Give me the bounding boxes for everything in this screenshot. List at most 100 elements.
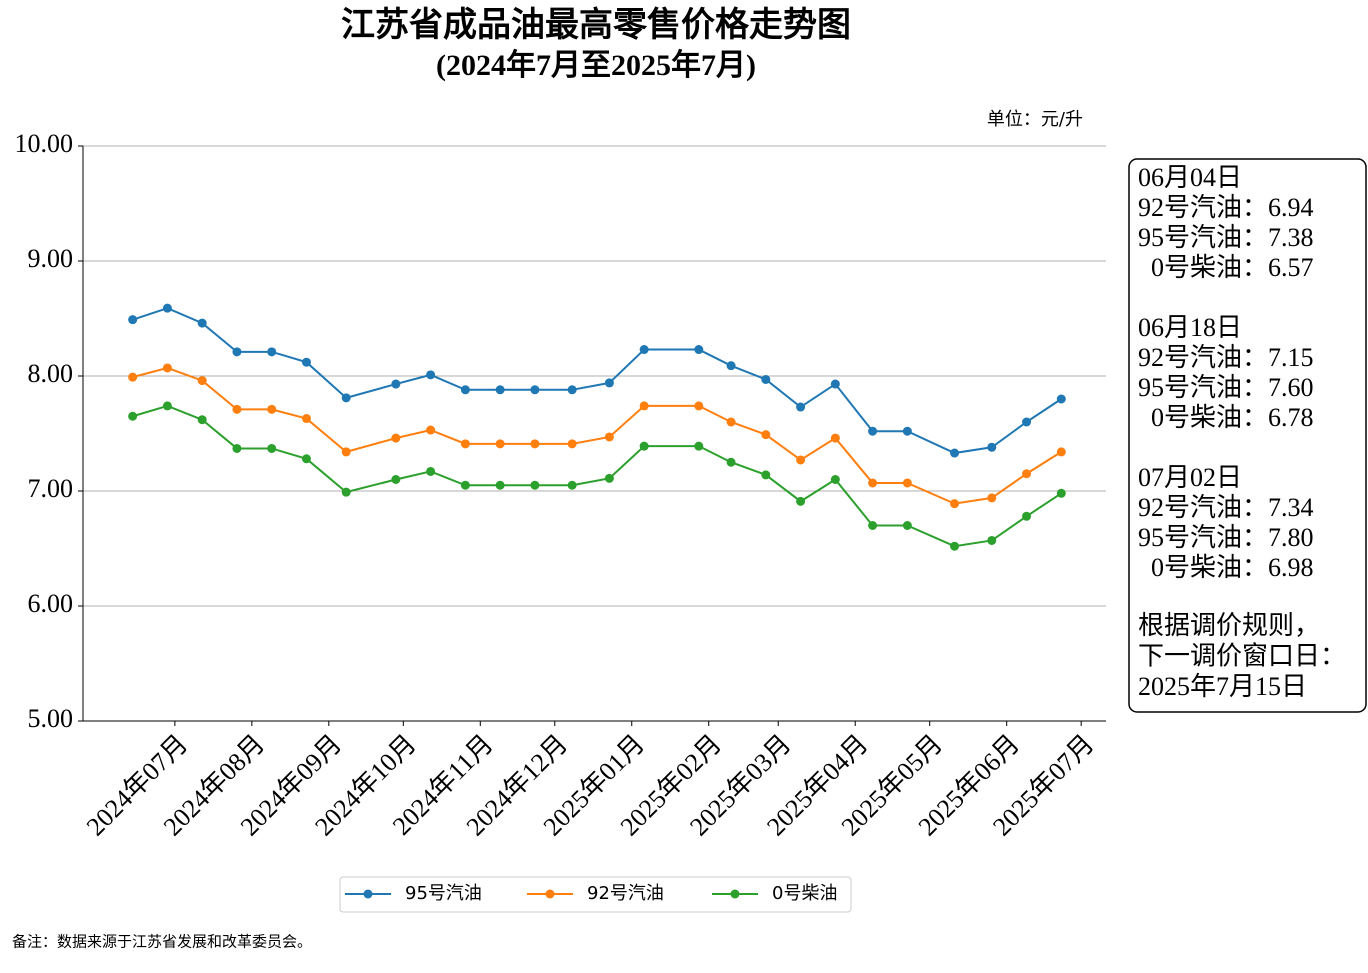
data-point (162, 303, 172, 313)
data-point (604, 432, 614, 442)
data-point (460, 439, 470, 449)
data-point (639, 441, 649, 451)
data-point (197, 318, 207, 328)
data-point (987, 493, 997, 503)
annotation-line: 92号汽油：7.34 (1138, 493, 1314, 522)
data-point (1056, 488, 1066, 498)
data-point (128, 372, 138, 382)
legend-label: 92号汽油 (587, 883, 664, 904)
series-line (132, 366, 1062, 505)
data-point (128, 411, 138, 421)
data-point (567, 439, 577, 449)
data-point (902, 426, 912, 436)
unit-label: 单位：元/升 (987, 109, 1083, 130)
data-point (530, 385, 540, 395)
annotation-note: 2025年7月15日 (1138, 672, 1307, 701)
data-point (604, 473, 614, 483)
data-point (267, 347, 277, 357)
data-point (796, 455, 806, 465)
data-point (530, 480, 540, 490)
legend-label: 0号柴油 (772, 883, 837, 904)
annotation-line: 0号柴油：6.78 (1138, 403, 1314, 432)
annotation-line: 95号汽油：7.38 (1138, 223, 1314, 252)
annotation-line: 92号汽油：7.15 (1138, 343, 1314, 372)
data-point (426, 466, 436, 476)
annotation-note: 下一调价窗口日： (1138, 641, 1346, 670)
annotation-date: 07月02日 (1138, 463, 1242, 492)
y-tick-label: 9.00 (28, 244, 74, 273)
annotation-box (1128, 158, 1367, 713)
data-point (391, 475, 401, 484)
data-point (761, 374, 771, 384)
y-tick-label: 10.00 (15, 129, 74, 158)
data-point (460, 480, 470, 490)
annotation-line: 95号汽油：7.60 (1138, 373, 1314, 402)
annotation-note: 根据调价规则， (1138, 611, 1320, 640)
legend-marker (363, 889, 373, 899)
data-point (267, 443, 277, 453)
y-tick-label: 6.00 (28, 589, 74, 618)
data-point (197, 376, 207, 386)
series-line (132, 307, 1062, 455)
data-point (830, 433, 840, 443)
y-tick-label: 8.00 (28, 359, 74, 388)
data-point (694, 401, 704, 411)
series-line (132, 404, 1062, 548)
data-point (604, 378, 614, 388)
footnote: 备注：数据来源于江苏省发展和改革委员会。 (12, 933, 312, 951)
data-point (232, 347, 242, 357)
data-point (796, 496, 806, 506)
legend-marker (545, 889, 555, 899)
data-point (950, 541, 960, 551)
data-point (761, 430, 771, 440)
legend-box (339, 876, 852, 913)
data-point (1022, 469, 1032, 479)
data-point (426, 425, 436, 435)
data-point (301, 454, 311, 464)
data-point (301, 414, 311, 424)
legend-label: 95号汽油 (405, 883, 482, 904)
data-point (1022, 511, 1032, 521)
data-point (987, 442, 997, 452)
data-point (232, 404, 242, 414)
data-point (197, 415, 207, 425)
data-point (639, 401, 649, 411)
data-point (162, 363, 172, 373)
data-point (128, 315, 138, 325)
annotation-line: 95号汽油：7.80 (1138, 523, 1314, 552)
data-point (987, 535, 997, 545)
data-point (1056, 447, 1066, 457)
legend-marker (730, 889, 740, 899)
data-point (868, 478, 878, 488)
data-point (726, 417, 736, 427)
data-point (162, 401, 172, 411)
data-point (391, 379, 401, 389)
data-point (868, 521, 878, 530)
data-point (726, 457, 736, 467)
data-point (1056, 394, 1066, 404)
data-point (426, 370, 436, 380)
annotation-date: 06月04日 (1138, 163, 1242, 192)
data-point (267, 404, 277, 414)
data-point (902, 521, 912, 530)
data-point (460, 385, 470, 395)
data-point (796, 402, 806, 412)
y-tick-label: 5.00 (28, 704, 74, 733)
data-point (301, 357, 311, 367)
data-point (567, 385, 577, 395)
data-point (1022, 417, 1032, 427)
data-point (868, 426, 878, 436)
data-point (341, 393, 351, 403)
data-point (341, 487, 351, 497)
data-point (495, 385, 505, 395)
data-point (495, 439, 505, 449)
annotation-date: 06月18日 (1138, 313, 1242, 342)
data-point (495, 480, 505, 490)
data-point (639, 345, 649, 355)
data-point (830, 475, 840, 484)
annotation-line: 92号汽油：6.94 (1138, 193, 1314, 222)
chart-title: 江苏省成品油最高零售价格走势图 (341, 6, 851, 44)
data-point (761, 470, 771, 480)
data-point (530, 439, 540, 449)
